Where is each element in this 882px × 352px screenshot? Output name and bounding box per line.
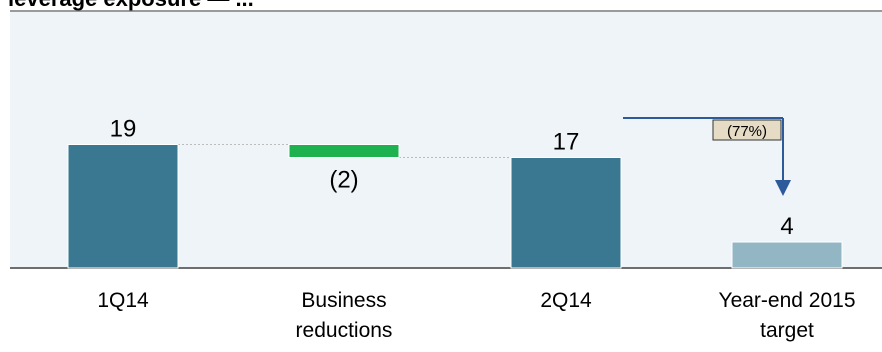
bar-3	[731, 241, 843, 269]
value-label: (2)	[329, 167, 358, 194]
bar-1	[288, 144, 400, 158]
category-label-line: Year-end 2015	[718, 289, 855, 312]
category-label-line: target	[760, 319, 814, 342]
annotation-box	[712, 119, 782, 141]
value-label: 19	[110, 116, 137, 143]
value-label: 17	[553, 129, 580, 156]
annotation-arrowhead	[775, 180, 791, 196]
bar-2	[510, 157, 622, 269]
category-label-line: 2Q14	[540, 289, 592, 312]
bar-0	[67, 144, 179, 269]
category-label-line: reductions	[296, 319, 393, 342]
category-label-line: 1Q14	[97, 289, 149, 312]
category-label: 2Q14	[540, 289, 592, 312]
category-label: Business reductions	[296, 289, 393, 342]
category-label-line: Business	[301, 289, 386, 312]
category-label: 1Q14	[97, 289, 149, 312]
annotation-label: (77%)	[727, 123, 767, 140]
category-label: Year-end 2015 target	[718, 289, 855, 342]
value-label: 4	[780, 213, 793, 240]
chart-title: leverage exposure — ...	[8, 0, 254, 12]
